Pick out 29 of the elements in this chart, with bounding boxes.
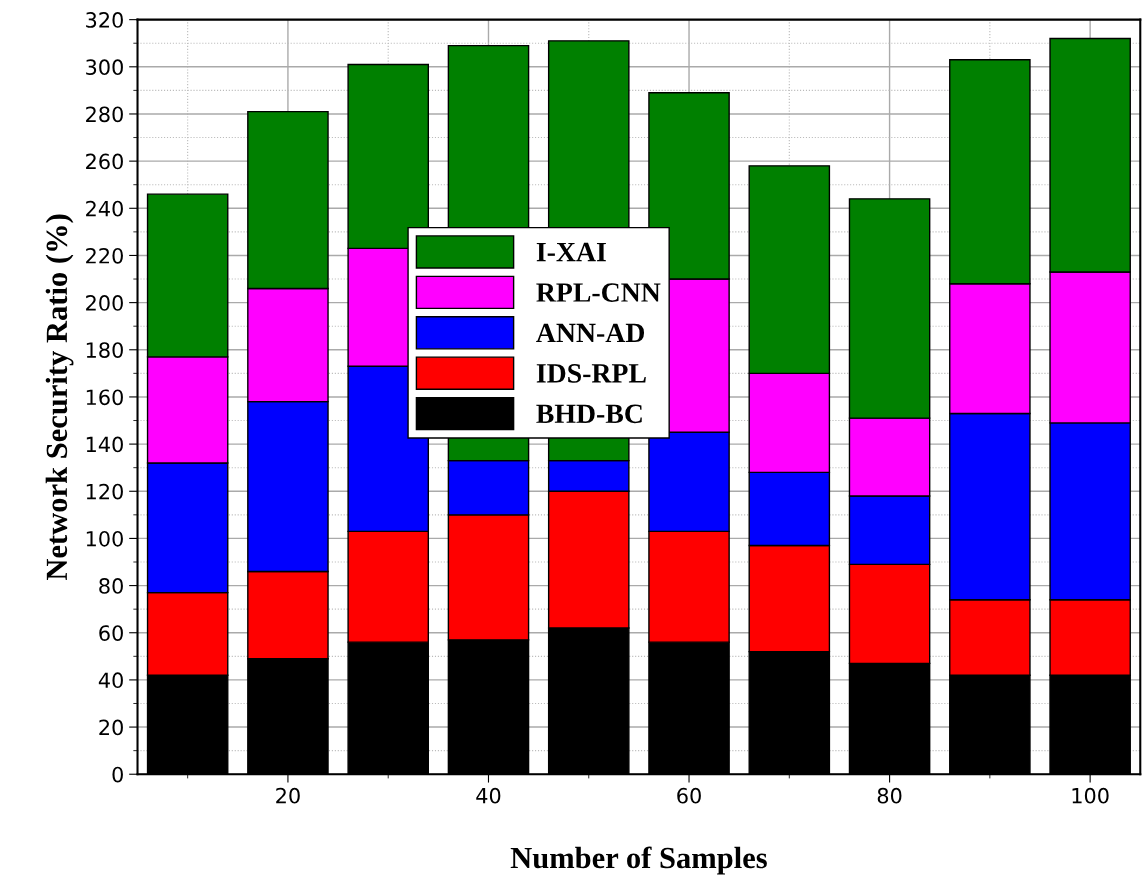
y-tick-label: 300 xyxy=(86,59,123,76)
y-tick-label: 280 xyxy=(86,106,123,123)
x-tick-label: 100 xyxy=(1072,787,1109,804)
y-tick-label: 160 xyxy=(86,389,123,406)
x-tick-label: 80 xyxy=(877,787,902,804)
y-tick-label: 200 xyxy=(86,295,123,311)
y-tick-label: 240 xyxy=(86,200,123,217)
legend-label: RPL-CNN xyxy=(536,283,661,302)
y-tick-label: 20 xyxy=(99,719,123,736)
y-tick-label: 0 xyxy=(112,766,123,783)
y-tick-label: 60 xyxy=(99,625,123,641)
y-tick-label: 220 xyxy=(86,247,123,264)
legend-label: BHD-BC xyxy=(536,404,642,424)
x-tick-label: 20 xyxy=(276,787,300,804)
legend-label: ANN-AD xyxy=(536,323,645,343)
y-tick-label: 120 xyxy=(86,483,123,500)
y-tick-label: 80 xyxy=(99,578,123,594)
legend-label: IDS-RPL xyxy=(536,364,646,383)
y-tick-label: 180 xyxy=(86,342,123,358)
x-tick-label: 60 xyxy=(677,787,701,804)
y-tick-label: 260 xyxy=(86,153,123,170)
legend-label: I-XAI xyxy=(536,242,606,262)
x-axis-title: Number of Samples xyxy=(510,846,767,875)
y-tick-label: 140 xyxy=(86,436,123,453)
y-tick-label: 100 xyxy=(86,530,123,547)
y-tick-label: 40 xyxy=(98,672,123,689)
y-tick-label: 320 xyxy=(86,12,123,28)
x-tick-label: 40 xyxy=(476,787,501,804)
y-axis-title: Network Security Ratio (%) xyxy=(45,214,74,581)
